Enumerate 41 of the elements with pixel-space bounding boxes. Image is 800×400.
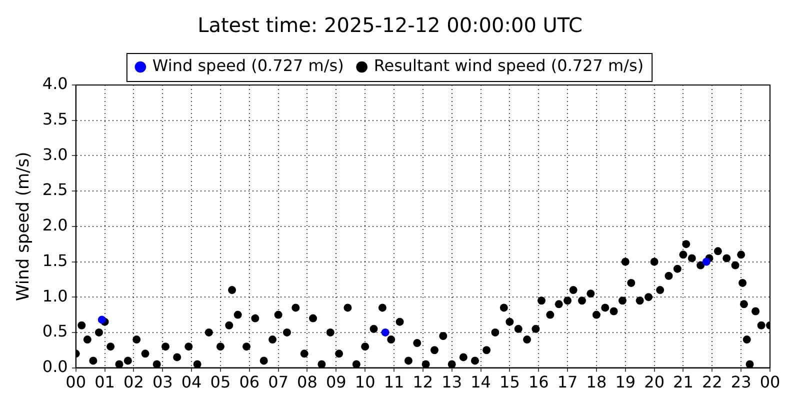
x-tick-label: 03	[152, 372, 173, 392]
x-tick-label: 02	[124, 372, 144, 392]
x-tick-label: 23	[730, 372, 752, 392]
x-tick-label: 00	[66, 372, 86, 392]
point	[381, 328, 390, 336]
x-tick-label: 16	[528, 372, 549, 392]
y-tick-label: 1.5	[42, 250, 68, 270]
y-tick-label: 0.5	[42, 322, 68, 341]
x-tick-label: 00	[760, 372, 780, 392]
x-tick-label: 09	[326, 372, 346, 392]
x-tick-label: 06	[239, 372, 260, 392]
y-tick-label: 2.0	[42, 216, 68, 235]
y-tick-label: 0.0	[42, 356, 68, 376]
x-tick-label: 13	[442, 372, 462, 392]
x-tick-label: 20	[644, 372, 664, 392]
y-tick-label: 4.0	[42, 74, 68, 94]
x-tick-label: 17	[557, 372, 578, 392]
x-tick-label: 01	[94, 372, 115, 392]
point	[702, 258, 710, 266]
chart-title: Latest time: 2025-12-12 00:00:00 UTC	[198, 13, 582, 38]
x-tick-label: 18	[586, 372, 607, 392]
x-tick-label: 11	[384, 372, 404, 392]
y-tick-label: 1.0	[42, 286, 68, 306]
y-tick-label: 3.5	[42, 110, 68, 129]
legend-label: Wind speed (0.727 m/s)	[152, 56, 344, 76]
x-tick-label: 08	[297, 372, 318, 392]
legend-label: Resultant wind speed (0.727 m/s)	[374, 56, 644, 76]
x-tick-label: 15	[500, 372, 520, 392]
x-tick-label: 12	[412, 372, 434, 392]
y-tick-label: 2.5	[42, 180, 68, 200]
x-tick-label: 21	[673, 372, 694, 392]
x-tick-label: 07	[268, 372, 288, 392]
x-tick-label: 10	[354, 372, 376, 392]
y-tick-label: 3.0	[42, 144, 68, 164]
x-tick-label: 04	[181, 372, 202, 392]
x-tick-label: 14	[470, 372, 491, 392]
x-tick-label: 05	[210, 372, 231, 392]
point	[98, 316, 106, 324]
x-tick-label: 19	[615, 372, 636, 392]
x-tick-label: 22	[702, 372, 722, 392]
y-axis-title: Wind speed (m/s)	[14, 152, 34, 302]
